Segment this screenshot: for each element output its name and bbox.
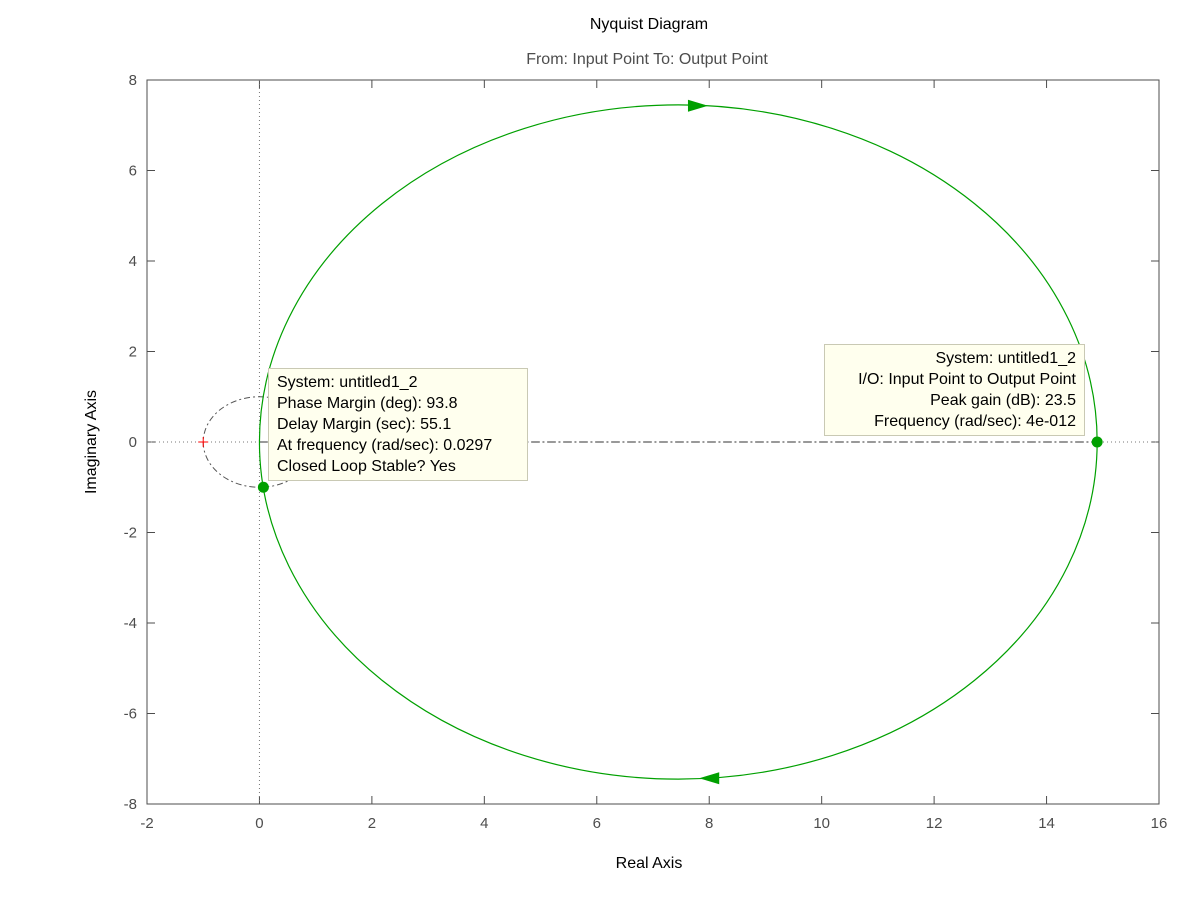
direction-arrow <box>699 772 720 785</box>
x-axis-label: Real Axis <box>616 855 683 872</box>
chart-subtitle: From: Input Point To: Output Point <box>526 51 768 68</box>
peak-gain-datatip[interactable]: System: untitled1_2 I/O: Input Point to … <box>824 344 1085 436</box>
x-tick-label: 0 <box>255 815 263 832</box>
y-tick-label: 8 <box>129 72 137 89</box>
x-tick-label: -2 <box>140 815 153 832</box>
datatip-frequency: At frequency (rad/sec): 0.0297 <box>277 437 493 454</box>
y-axis: 8 6 4 2 0 -2 -4 -6 -8 <box>124 72 1159 813</box>
datatip-system: System: untitled1_2 <box>935 350 1076 367</box>
peak-gain-point-marker <box>1091 436 1103 448</box>
datatip-delay-margin: Delay Margin (sec): 55.1 <box>277 416 452 433</box>
x-tick-label: 8 <box>705 815 713 832</box>
x-tick-label: 10 <box>813 815 830 832</box>
x-tick-label: 2 <box>368 815 376 832</box>
datatip-peak-gain: Peak gain (dB): 23.5 <box>930 392 1076 409</box>
y-tick-label: -6 <box>124 706 137 723</box>
y-tick-label: 0 <box>129 434 137 451</box>
y-tick-label: -2 <box>124 525 137 542</box>
datatip-phase-margin: Phase Margin (deg): 93.8 <box>277 395 458 412</box>
y-tick-label: 2 <box>129 344 137 361</box>
datatip-stability: Closed Loop Stable? Yes <box>277 458 456 475</box>
x-tick-label: 6 <box>593 815 601 832</box>
x-tick-label: 16 <box>1151 815 1168 832</box>
x-tick-label: 12 <box>926 815 943 832</box>
y-tick-label: -8 <box>124 796 137 813</box>
x-tick-label: 4 <box>480 815 488 832</box>
phase-margin-datatip[interactable]: System: untitled1_2 Phase Margin (deg): … <box>268 368 528 481</box>
phase-margin-point-marker <box>257 481 269 493</box>
x-tick-label: 14 <box>1038 815 1055 832</box>
datatip-io: I/O: Input Point to Output Point <box>858 371 1076 388</box>
y-tick-label: 6 <box>129 163 137 180</box>
direction-arrow <box>687 99 708 112</box>
y-tick-label: 4 <box>129 253 137 270</box>
datatip-frequency: Frequency (rad/sec): 4e-012 <box>874 413 1076 430</box>
x-axis: -2 0 2 4 6 8 10 12 14 16 <box>140 80 1167 832</box>
y-axis-label: Imaginary Axis <box>83 390 100 494</box>
chart-title: Nyquist Diagram <box>590 16 708 33</box>
datatip-system: System: untitled1_2 <box>277 374 418 391</box>
y-tick-label: -4 <box>124 615 137 632</box>
